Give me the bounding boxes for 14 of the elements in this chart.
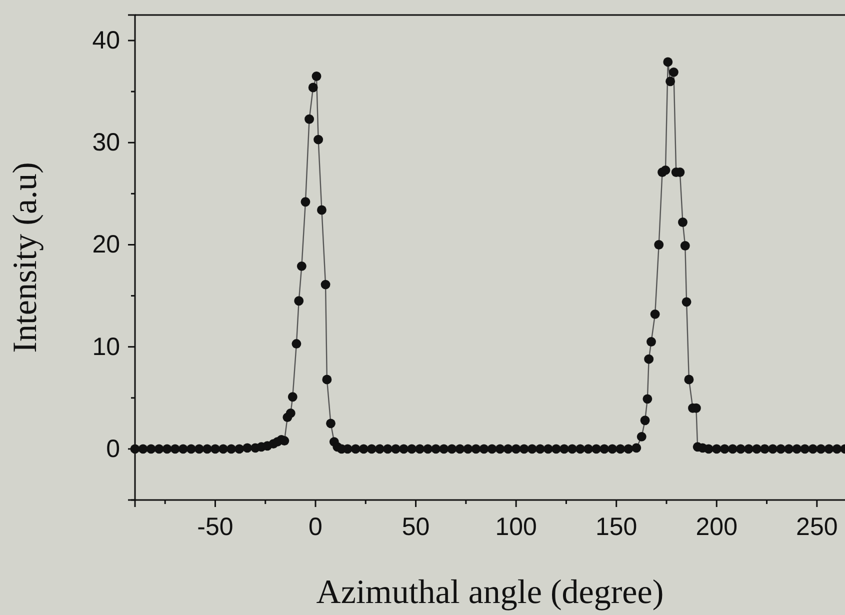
y-tick-label: 10 [92, 332, 120, 361]
x-axis-title: Azimuthal angle (degree) [316, 574, 664, 611]
y-tick-label: 40 [92, 26, 120, 55]
x-tick-label: -50 [197, 512, 234, 541]
y-tick-label: 20 [92, 230, 120, 259]
y-tick-label: 0 [106, 434, 120, 463]
x-tick-label: 250 [796, 512, 838, 541]
x-tick-label: 0 [308, 512, 322, 541]
y-tick-label: 30 [92, 128, 120, 157]
y-axis-title: Intensity (a.u) [7, 162, 44, 353]
x-tick-label: 200 [696, 512, 738, 541]
x-tick-label: 50 [402, 512, 430, 541]
x-tick-label: 150 [595, 512, 638, 541]
x-tick-label: 100 [495, 512, 537, 541]
